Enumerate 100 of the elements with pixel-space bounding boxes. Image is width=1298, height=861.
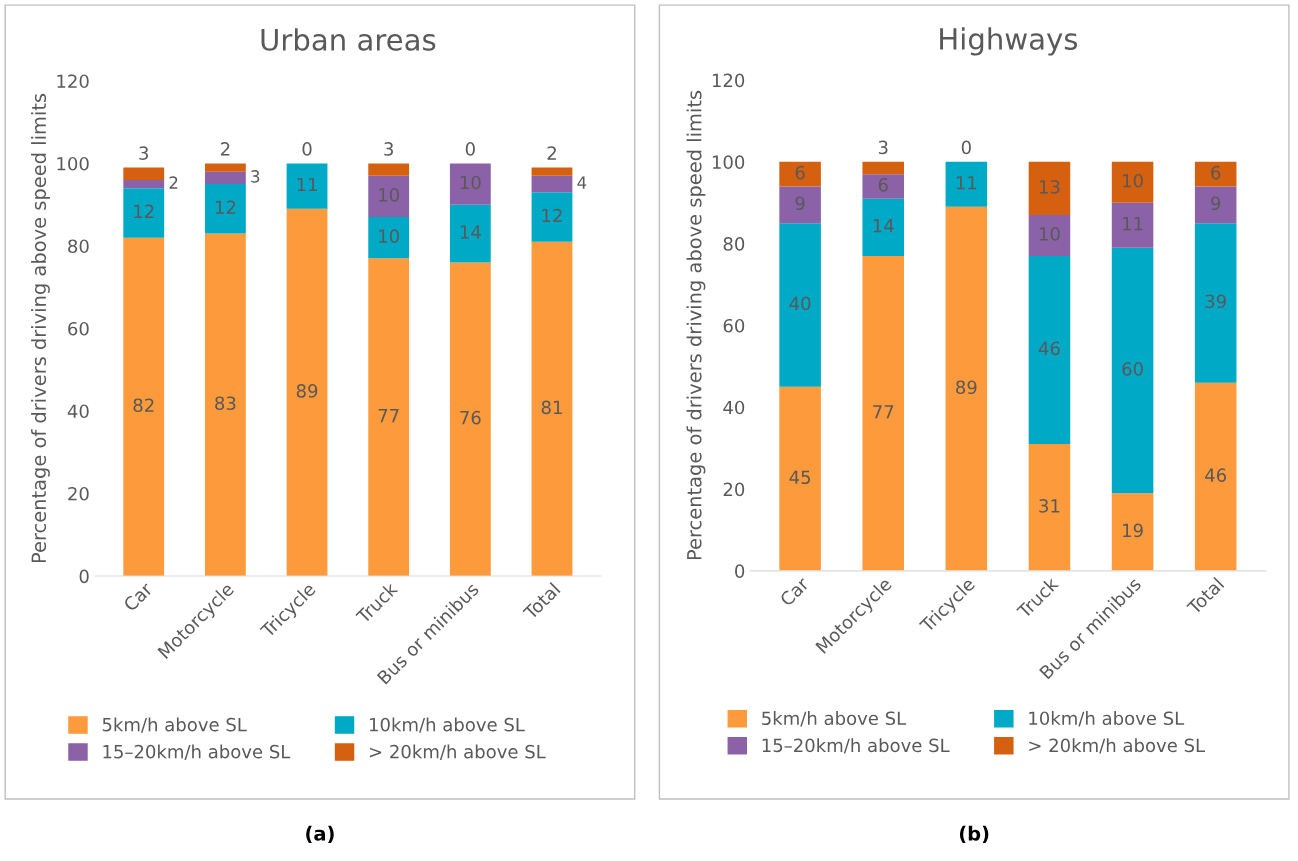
bar [123, 237, 165, 577]
bar [204, 171, 246, 185]
bar [1028, 255, 1071, 445]
y-tick-label: 80 [723, 237, 745, 251]
legend-label: 10km/h above SL [369, 717, 525, 733]
text: (a) [306, 825, 334, 844]
bar [449, 204, 491, 263]
data-label: 83 [215, 396, 236, 411]
bar [449, 163, 491, 205]
bar [123, 167, 165, 180]
bar [779, 223, 821, 387]
y-tick-label: 120 [57, 74, 89, 89]
y-tick-label: 60 [68, 321, 89, 336]
bar [1194, 223, 1237, 383]
bar [204, 163, 246, 172]
y-tick-label: 20 [68, 486, 89, 501]
data-label: 82 [133, 398, 154, 413]
bar [1111, 202, 1154, 248]
data-label: 89 [296, 384, 318, 398]
data-label: 4 [577, 176, 587, 189]
data-label: 89 [956, 380, 977, 395]
data-label: 46 [1038, 341, 1060, 356]
bar [862, 198, 904, 256]
data-label: 2 [220, 142, 230, 156]
y-tick-label: 40 [67, 404, 89, 419]
bar [1111, 493, 1154, 571]
data-label: 81 [541, 400, 562, 415]
data-label: 3 [139, 146, 149, 160]
data-label: 10 [1039, 227, 1060, 241]
chart-title: Urban areas [261, 28, 436, 51]
bar [1028, 444, 1071, 571]
legend-label: 15–20km/h above SL [103, 744, 291, 760]
bar [945, 161, 988, 207]
y-tick-label: 100 [57, 156, 89, 171]
data-label: 11 [956, 176, 977, 190]
legend-label: > 20km/h above SL [1029, 738, 1205, 754]
data-label: 12 [134, 204, 154, 218]
y-tick-label: 40 [723, 400, 745, 415]
x-tick-label: Car [779, 575, 810, 607]
data-label: 12 [215, 200, 236, 214]
data-label: 31 [1039, 499, 1060, 513]
y-tick-label: 20 [723, 482, 745, 497]
y-tick-label: 120 [712, 73, 745, 88]
data-label: 40 [789, 296, 811, 311]
bar [1111, 247, 1154, 494]
y-tick-label: 0 [79, 569, 89, 584]
bar [1111, 161, 1154, 203]
data-label: 6 [878, 177, 888, 192]
data-label: 45 [789, 470, 811, 485]
bar [862, 161, 904, 175]
legend-label: 15–20km/h above SL [762, 738, 950, 754]
data-label: 3 [384, 142, 393, 156]
bar [945, 206, 988, 571]
bar [123, 179, 165, 189]
bar [204, 184, 246, 234]
y-tick-label: 100 [712, 155, 745, 169]
data-label: 9 [1211, 196, 1221, 211]
bar [123, 188, 165, 238]
x-tick-label: Car [122, 581, 154, 613]
data-label: 0 [302, 142, 312, 156]
y-tick-label: 0 [735, 564, 745, 578]
data-label: 11 [1123, 217, 1143, 231]
data-label: 9 [795, 196, 805, 211]
bar [204, 233, 246, 577]
data-label: 3 [878, 140, 888, 155]
data-label: 10 [460, 175, 481, 190]
data-label: 39 [1205, 294, 1226, 309]
data-label: 10 [379, 188, 399, 202]
data-label: 11 [297, 177, 317, 192]
y-axis-title: Percentage of drivers driving above speed limits [31, 93, 50, 563]
data-label: 2 [547, 146, 556, 160]
bar [1194, 186, 1237, 224]
bar [449, 262, 491, 577]
bar [368, 258, 410, 577]
data-label: 77 [378, 408, 399, 423]
legend-label: 5km/h above SL [762, 711, 907, 727]
bar [531, 192, 573, 242]
data-label: 60 [1122, 362, 1143, 376]
bar [779, 161, 821, 187]
y-axis-title: Percentage of drivers driving above speed limits [686, 90, 706, 560]
bar [1194, 161, 1237, 187]
bar [1194, 382, 1237, 571]
legend-label: 10km/h above SL [1029, 711, 1185, 727]
bar [1028, 161, 1071, 216]
bar [779, 186, 821, 224]
bar [368, 175, 410, 218]
data-label: 13 [1039, 180, 1060, 194]
y-tick-label: 80 [68, 239, 89, 254]
bar [531, 175, 573, 193]
legend-label: 5km/h above SL [102, 717, 247, 733]
data-label: 0 [961, 140, 971, 155]
bar [286, 163, 328, 209]
data-label: 19 [1123, 523, 1143, 538]
y-tick-label: 60 [723, 318, 745, 333]
data-label: 10 [1123, 173, 1143, 188]
data-label: 76 [460, 410, 481, 425]
data-label: 46 [1205, 468, 1227, 483]
data-label: 77 [873, 405, 894, 419]
bar [531, 241, 573, 577]
bar [862, 174, 904, 199]
